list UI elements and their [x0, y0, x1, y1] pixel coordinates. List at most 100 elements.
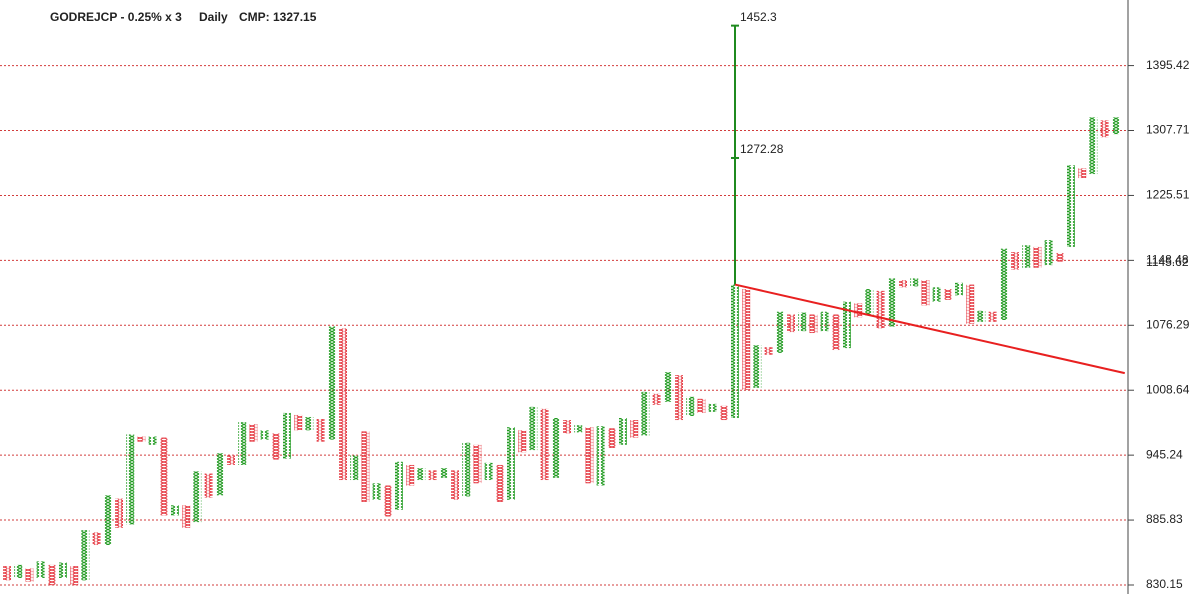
- pnf-column: [663, 372, 672, 402]
- y-tick-label: 1148.48: [1146, 253, 1189, 267]
- pnf-column: [977, 310, 986, 322]
- pnf-column: [294, 414, 303, 431]
- pnf-column: [518, 430, 527, 453]
- pnf-column: [283, 412, 291, 459]
- pnf-column: [182, 505, 191, 528]
- pnf-column: [383, 485, 392, 517]
- pnf-column: [876, 290, 885, 329]
- pnf-column: [327, 326, 336, 440]
- pnf-column: [719, 405, 728, 421]
- pnf-column: [126, 434, 135, 525]
- pnf-column: [966, 284, 975, 324]
- y-tick-label: 885.83: [1146, 512, 1183, 526]
- pnf-column: [238, 422, 247, 465]
- pnf-column: [171, 505, 179, 516]
- trendline: [734, 283, 1125, 375]
- pnf-column: [574, 425, 583, 433]
- pnf-column: [1111, 117, 1120, 135]
- pnf-column: [1089, 117, 1098, 175]
- pnf-column: [943, 289, 952, 300]
- pnf-column: [1011, 252, 1019, 270]
- pnf-column: [14, 564, 23, 578]
- pnf-column: [115, 498, 123, 528]
- pnf-column: [585, 427, 594, 484]
- pnf-column: [507, 427, 515, 500]
- pnf-column: [798, 312, 807, 332]
- pnf-column: [36, 561, 45, 578]
- y-tick-label: 830.15: [1146, 577, 1183, 591]
- pnf-column: [887, 278, 896, 327]
- pnf-column: [372, 483, 381, 500]
- pnf-column: [596, 426, 605, 486]
- pnf-column: [652, 393, 661, 405]
- pnf-column: [686, 396, 695, 416]
- pnf-column: [619, 418, 627, 445]
- pnf-column: [999, 248, 1008, 320]
- pnf-column: [731, 284, 739, 419]
- pnf-column: [47, 564, 56, 586]
- pnf-column: [764, 347, 773, 355]
- pnf-column: [215, 453, 224, 496]
- pnf-column: [204, 473, 213, 498]
- pnf-column: [540, 408, 549, 481]
- pnf-column: [59, 562, 67, 578]
- pnf-column: [103, 495, 112, 546]
- pnf-column: [809, 314, 818, 334]
- pnf-column: [641, 391, 650, 436]
- pnf-column: [159, 437, 168, 516]
- pnf-column: [1067, 165, 1075, 247]
- pnf-column: [193, 471, 202, 523]
- pnf-column: [955, 282, 963, 296]
- pnf-column: [932, 287, 941, 302]
- pnf-column: [439, 468, 448, 478]
- pnf-column: [395, 461, 403, 510]
- pnf-column: [854, 303, 863, 318]
- pnf-column: [607, 428, 616, 449]
- pnf-column: [563, 420, 571, 434]
- pnf-column: [787, 314, 795, 333]
- target-label: 1272.28: [740, 142, 784, 156]
- pnf-column: [820, 311, 829, 332]
- pnf-column: [148, 436, 157, 445]
- pnf-column: [630, 420, 639, 438]
- pnf-column: [260, 430, 269, 440]
- pnf-column: [339, 328, 347, 481]
- timeframe: Daily: [199, 10, 228, 24]
- pnf-column: [316, 419, 325, 442]
- pnf-column: [697, 398, 706, 413]
- cmp-label: CMP: 1327.15: [239, 10, 317, 24]
- pnf-column: [843, 301, 851, 349]
- pnf-column: [70, 566, 79, 586]
- pnf-column: [529, 406, 538, 451]
- pnf-column: [1078, 168, 1087, 179]
- pnf-column: [350, 455, 359, 481]
- pnf-column: [899, 280, 907, 288]
- target-label: 1452.3: [740, 10, 777, 24]
- y-tick-label: 1076.29: [1146, 317, 1190, 331]
- pnf-column: [775, 311, 784, 353]
- pnf-column: [417, 468, 426, 481]
- pnf-column: [1033, 246, 1042, 268]
- pnf-column: [708, 403, 717, 412]
- pnf-column: [25, 568, 34, 582]
- pnf-column: [451, 470, 459, 500]
- pnf-column: [1055, 252, 1064, 262]
- pnf-column: [495, 464, 504, 502]
- pnf-column: [428, 470, 437, 481]
- pnf-column: [473, 444, 482, 484]
- pnf-column: [1022, 245, 1031, 268]
- pnf-column: [865, 289, 874, 316]
- pnf-column: [988, 311, 997, 322]
- y-tick-label: 945.24: [1146, 447, 1183, 461]
- y-tick-label: 1307.71: [1146, 123, 1190, 137]
- pnf-column: [361, 431, 370, 502]
- pnf-column: [675, 375, 683, 421]
- pnf-column: [227, 455, 235, 465]
- pnf-column: [551, 418, 560, 478]
- pnf-column: [831, 314, 840, 351]
- pnf-column: [406, 464, 415, 486]
- chart-title: GODREJCP - 0.25% x 3: [50, 10, 182, 24]
- pnf-column: [137, 436, 146, 442]
